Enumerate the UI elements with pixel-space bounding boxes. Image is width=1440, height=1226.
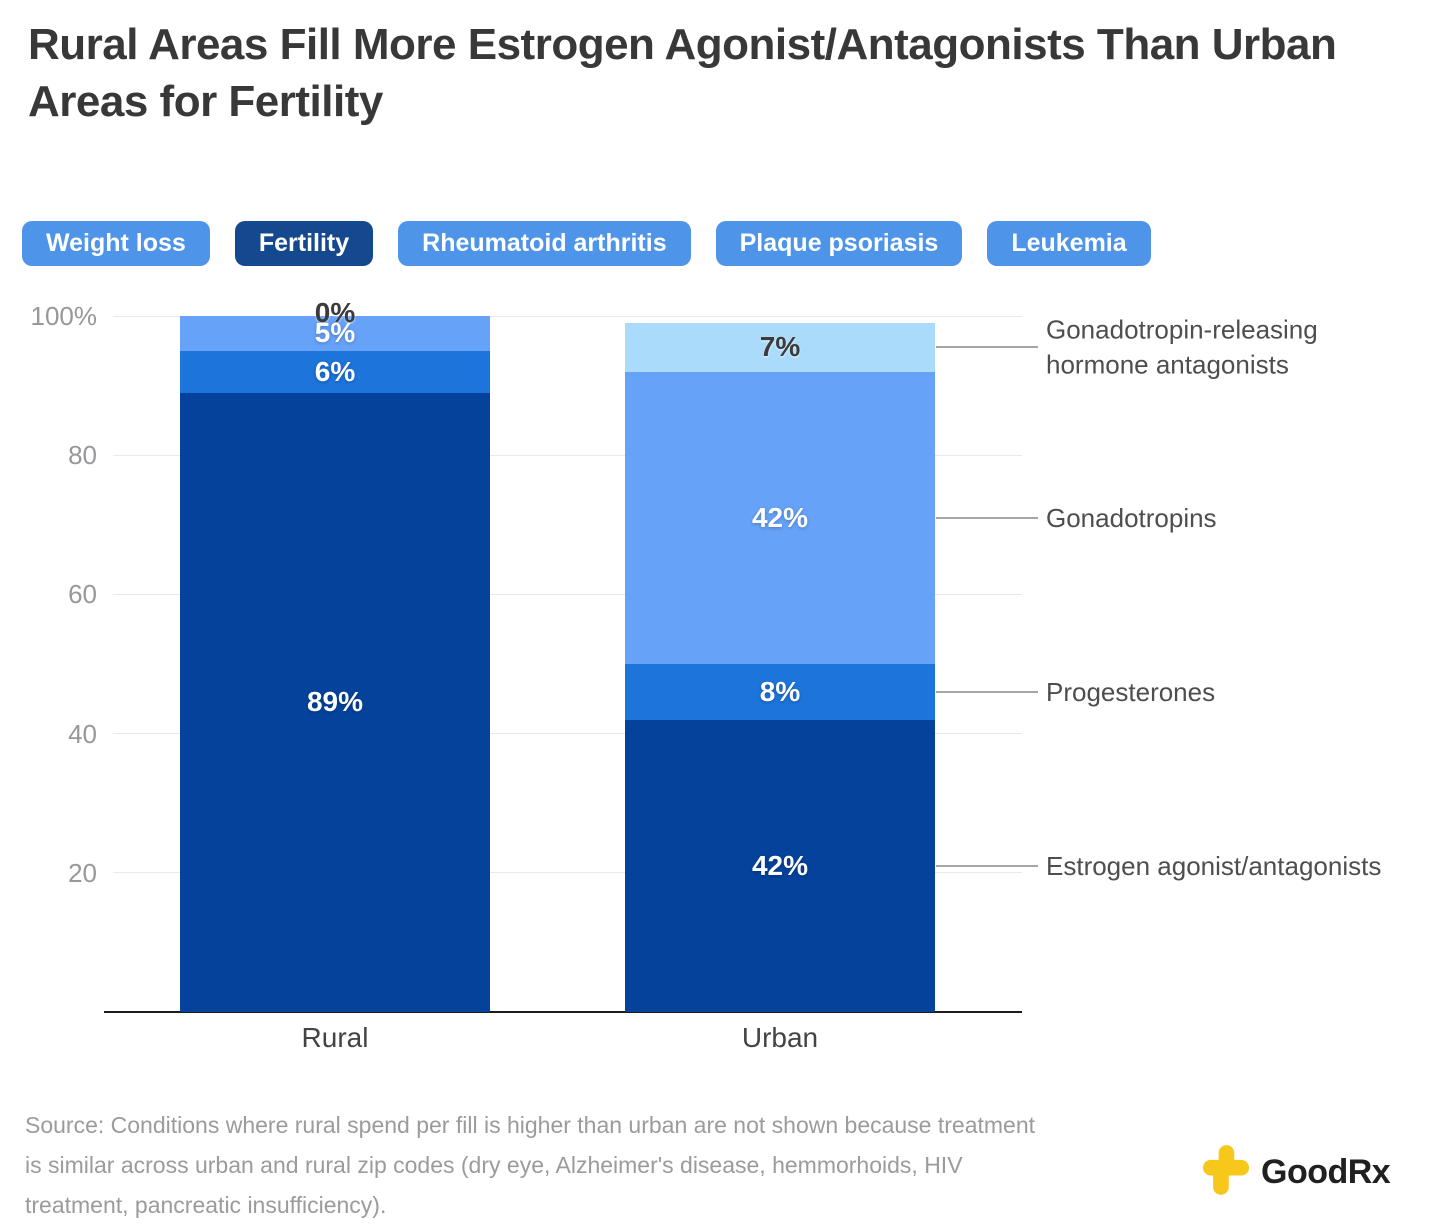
- annotation-leader-gonadotropins: [936, 516, 1038, 519]
- segment-value-label-rural-gonadotropins: 5%: [314, 317, 356, 349]
- bar-segment-urban-gonadotropins: [625, 371, 935, 664]
- tab-plaque-psoriasis[interactable]: Plaque psoriasis: [715, 221, 963, 266]
- segment-value-label-urban-gonadotropin-releasing-hormone-antagonists: 7%: [759, 331, 801, 363]
- gridline-40: [113, 733, 1022, 735]
- y-axis-label-20: 20: [68, 857, 97, 888]
- x-axis-line: [104, 1011, 1022, 1013]
- y-axis-label-60: 60: [68, 579, 97, 610]
- gridline-80: [113, 454, 1022, 456]
- gridline-60: [113, 593, 1022, 595]
- source-note: Source: Conditions where rural spend per…: [25, 1112, 1036, 1218]
- x-axis-category-label-urban: Urban: [741, 1022, 819, 1053]
- goodrx-logo-text: GoodRx: [1261, 1153, 1391, 1191]
- annotation-leader-estrogen-agonist-antagonists: [936, 864, 1038, 867]
- segment-value-label-rural-progesterones: 6%: [314, 355, 356, 387]
- tab-weight-loss[interactable]: Weight loss: [22, 221, 210, 266]
- annotation-label-progesterones: Progesterones: [1046, 676, 1216, 707]
- segment-value-label-rural-estrogen-agonist-antagonists: 89%: [306, 686, 364, 718]
- bar-segment-urban-progesterones: [625, 664, 935, 720]
- y-axis-label-80: 80: [68, 440, 97, 471]
- goodrx-logo: GoodRx: [1203, 1144, 1391, 1201]
- goodrx-cross-icon: [1203, 1144, 1249, 1201]
- gridline-20: [113, 872, 1022, 874]
- bar-segment-urban-gonadotropin-releasing-hormone-antagonists: [625, 322, 935, 372]
- annotation-label-gonadotropin-releasing-hormone-antagonists: Gonadotropin-releasing hormone antagonis…: [1046, 315, 1318, 380]
- segment-value-label-urban-estrogen-agonist-antagonists: 42%: [751, 849, 809, 881]
- segment-value-label-urban-progesterones: 8%: [759, 675, 801, 707]
- chart-title: Rural Areas Fill More Estrogen Agonist/A…: [28, 20, 1337, 127]
- segment-value-label-rural-gonadotropin-releasing-hormone-antagonists: 0%: [314, 297, 356, 328]
- annotation-leader-progesterones: [936, 690, 1038, 693]
- annotation-label-estrogen-agonist-antagonists: Estrogen agonist/antagonists: [1046, 850, 1382, 881]
- segment-value-label-urban-gonadotropins: 42%: [751, 501, 809, 533]
- bar-segment-rural-progesterones: [180, 350, 490, 393]
- y-axis-label-40: 40: [68, 718, 97, 749]
- bar-segment-rural-estrogen-agonist-antagonists: [180, 392, 490, 1012]
- condition-tabs: Weight loss Fertility Rheumatoid arthritis…: [22, 221, 1151, 266]
- tab-leukemia[interactable]: Leukemia: [987, 221, 1151, 266]
- bar-segment-rural-gonadotropins: [180, 316, 490, 351]
- x-axis-category-label-rural: Rural: [301, 1022, 369, 1053]
- y-axis-label-100: 100%: [30, 301, 98, 331]
- bar-segment-urban-estrogen-agonist-antagonists: [625, 719, 935, 1012]
- annotation-label-gonadotropins: Gonadotropins: [1046, 502, 1217, 533]
- tab-fertility[interactable]: Fertility: [234, 221, 374, 266]
- annotation-leader-gonadotropin-releasing-hormone-antagonists: [936, 346, 1038, 349]
- tab-rheumatoid-arthritis[interactable]: Rheumatoid arthritis: [398, 221, 691, 266]
- gridline-100: [113, 315, 1022, 317]
